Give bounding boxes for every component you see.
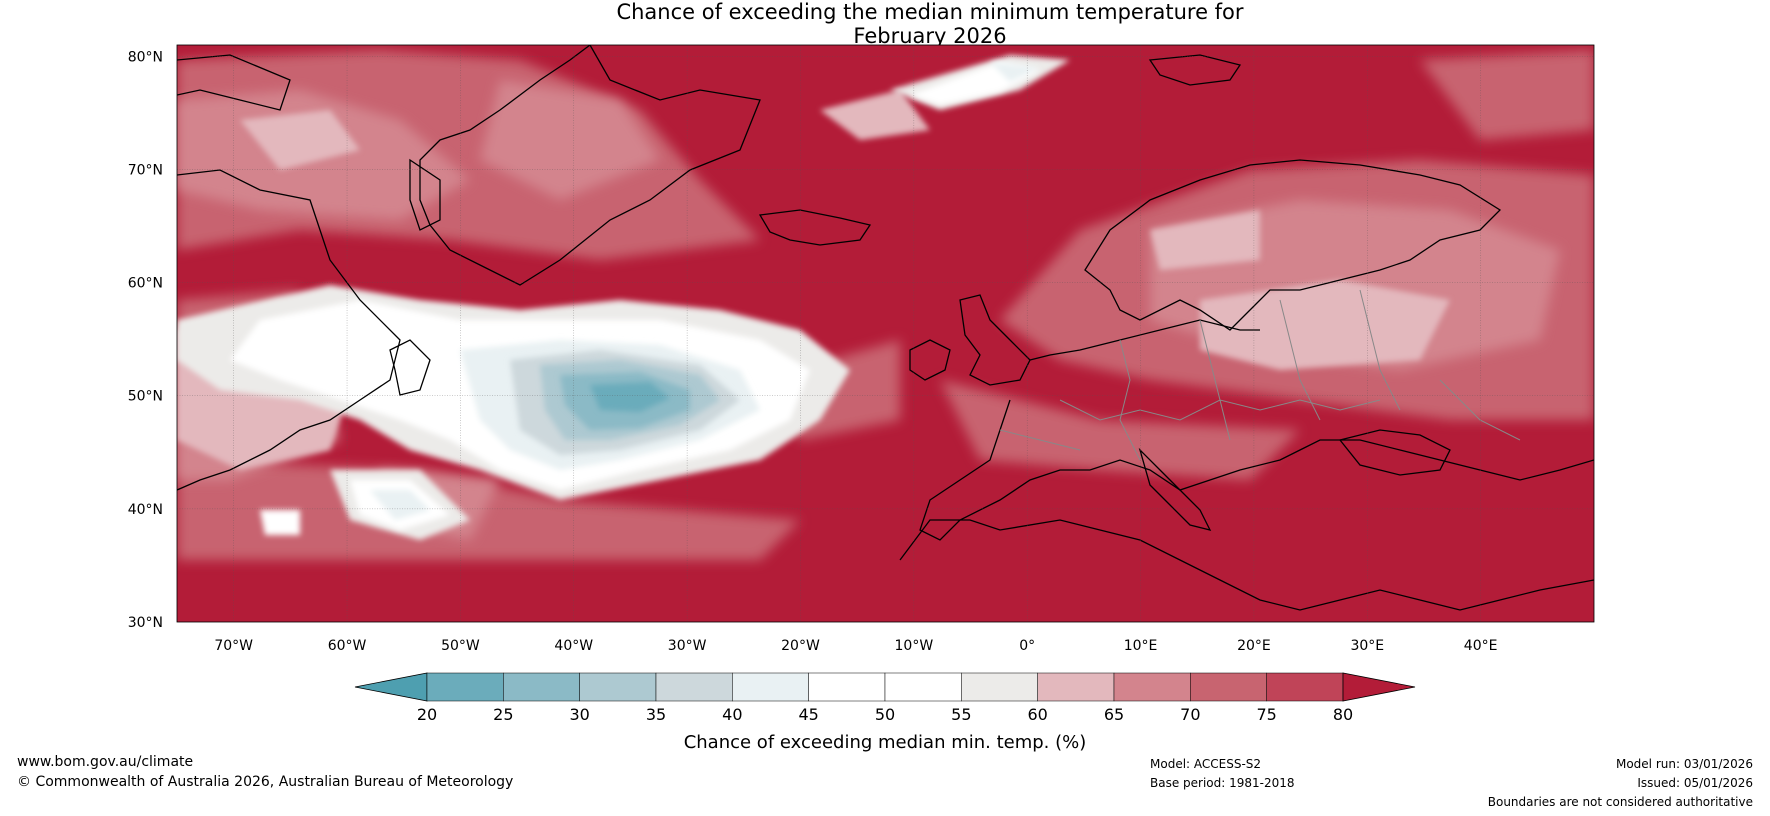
colorbar-tick-label: 60 [1027, 705, 1047, 724]
longitude-labels: 70°W 60°W 50°W 40°W 30°W 20°W 10°W 0° 10°E 20°E 30… [214, 638, 1497, 654]
lat-tick-label: 70°N [128, 162, 163, 178]
title-line-1: Chance of exceeding the median minimum t… [616, 0, 1244, 24]
colorbar-tick-label: 65 [1104, 705, 1124, 724]
colorbar: 20 25 30 35 40 45 50 55 60 65 70 75 80 Chance of exce… [354, 672, 1416, 753]
colorbar-tick-label: 30 [569, 705, 589, 724]
title-line-2: February 2026 [853, 24, 1007, 48]
lat-tick-label: 30°N [128, 615, 163, 631]
colorbar-bin [579, 672, 657, 702]
colorbar-bin [1190, 672, 1267, 702]
lon-tick-label: 10°W [895, 638, 934, 654]
model-run-text: Model run: 03/01/2026 [1615, 757, 1753, 771]
lat-tick-label: 80°N [128, 49, 163, 65]
colorbar-tick-label: 45 [798, 705, 818, 724]
boundaries-text: Boundaries are not considered authoritat… [1487, 795, 1753, 809]
colorbar-bin [808, 672, 886, 702]
lon-tick-label: 40°W [554, 638, 593, 654]
colorbar-bin [426, 672, 504, 702]
colorbar-bin [961, 672, 1038, 702]
colorbar-bin [1266, 672, 1344, 702]
lon-tick-label: 30°W [668, 638, 707, 654]
website-text: www.bom.gov.au/climate [17, 754, 194, 770]
colorbar-label: Chance of exceeding median min. temp. (%… [684, 732, 1087, 753]
map-panel [177, 45, 1594, 622]
lon-tick-label: 20°W [781, 638, 820, 654]
colorbar-bin [884, 672, 962, 702]
colorbar-bin [1037, 672, 1115, 702]
lon-tick-label: 70°W [214, 638, 253, 654]
lon-tick-label: 40°E [1464, 638, 1498, 654]
coastlines [177, 45, 1594, 611]
colorbar-extend-low [354, 672, 428, 702]
colorbar-tick-label: 50 [875, 705, 895, 724]
gridlines [177, 45, 1594, 622]
issued-text: Issued: 05/01/2026 [1637, 776, 1753, 790]
colorbar-bin [732, 672, 809, 702]
colorbar-bin [655, 672, 733, 702]
colorbar-tick-label: 55 [951, 705, 971, 724]
lat-tick-label: 40°N [128, 502, 163, 518]
colorbar-tick-label: 40 [722, 705, 742, 724]
lon-tick-label: 0° [1019, 638, 1035, 654]
lon-tick-label: 10°E [1124, 638, 1158, 654]
colorbar-tick-label: 35 [646, 705, 666, 724]
map-title: Chance of exceeding the median minimum t… [560, 0, 1300, 48]
latitude-labels: 80°N 70°N 60°N 50°N 40°N 30°N [128, 49, 163, 631]
map-frame [176, 44, 1595, 623]
colorbar-tick-label: 70 [1180, 705, 1200, 724]
colorbar-tick-label: 25 [493, 705, 513, 724]
colorbar-bin [503, 672, 580, 702]
colorbar-tick-label: 20 [417, 705, 437, 724]
base-period-text: Base period: 1981-2018 [1150, 776, 1295, 790]
field-25 [590, 382, 670, 412]
lon-tick-label: 30°E [1350, 638, 1384, 654]
lat-tick-label: 60°N [128, 276, 163, 292]
colorbar-tick-label: 75 [1256, 705, 1276, 724]
lon-tick-label: 20°E [1237, 638, 1271, 654]
colorbar-tick-label: 80 [1333, 705, 1353, 724]
model-text: Model: ACCESS-S2 [1150, 757, 1262, 771]
lon-tick-label: 50°W [441, 638, 480, 654]
country-borders [999, 289, 1521, 461]
lat-tick-label: 50°N [128, 389, 163, 405]
colorbar-extend-high [1342, 672, 1416, 702]
lon-tick-label: 60°W [328, 638, 367, 654]
colorbar-bin [1113, 672, 1191, 702]
copyright-text: © Commonwealth of Australia 2026, Austra… [17, 774, 514, 790]
